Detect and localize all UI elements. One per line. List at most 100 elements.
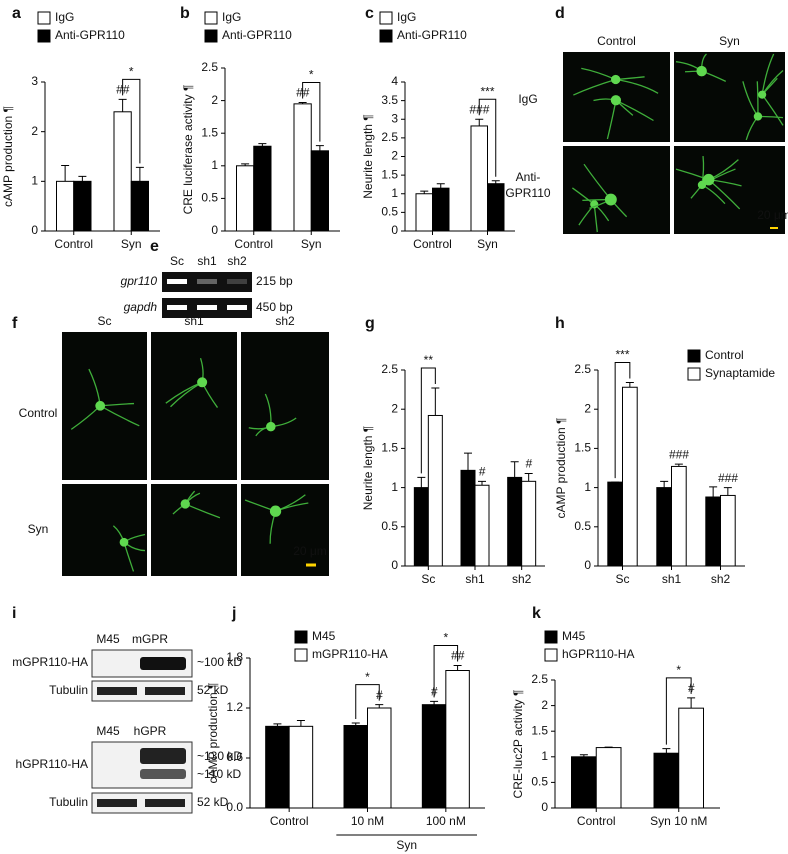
y-tick-label: 0.5 <box>201 191 218 205</box>
error-bar <box>375 704 384 708</box>
error-bar <box>315 145 324 151</box>
legend-label: Anti-GPR110 <box>397 28 467 42</box>
y-tick-label: 0 <box>584 558 591 572</box>
row-label: Anti- <box>516 170 541 184</box>
legend-label: Synaptamide <box>705 366 775 380</box>
error-bar <box>453 665 462 671</box>
micrograph <box>241 484 329 576</box>
panel-letter: a <box>12 5 21 22</box>
error-bar <box>78 175 87 182</box>
cell-body <box>696 65 707 77</box>
bar <box>678 707 704 809</box>
gel-band <box>197 305 217 310</box>
y-tick-label: 0 <box>541 800 548 814</box>
y-tick-label: 1.2 <box>226 700 243 714</box>
legend-swatch <box>544 648 558 662</box>
bar <box>595 747 622 809</box>
y-tick-label: 2 <box>541 698 548 712</box>
error-bar <box>420 190 429 194</box>
row-label: gapdh <box>124 300 158 314</box>
bar <box>445 670 470 809</box>
significance-bracket <box>665 677 692 745</box>
bar <box>293 103 312 232</box>
cell-body <box>119 537 129 547</box>
size-label: ~110 kD <box>197 767 241 781</box>
legend-label: IgG <box>222 10 241 24</box>
significance-mark: * <box>443 631 448 645</box>
bar <box>705 496 721 567</box>
bar <box>653 752 680 809</box>
blot-band <box>140 657 186 670</box>
error-bar <box>298 102 307 104</box>
neurite <box>756 81 759 117</box>
y-tick-label: 1.5 <box>531 723 548 737</box>
y-tick-label: 1 <box>541 749 548 763</box>
row-label: gpr110 <box>121 274 158 288</box>
blot <box>91 680 193 702</box>
error-bar <box>296 720 305 727</box>
error-bar <box>660 480 669 488</box>
lane-label: M45 <box>96 724 120 738</box>
y-tick-label: 3 <box>391 111 398 125</box>
cell-body <box>266 421 276 432</box>
bar <box>521 480 537 567</box>
error-bar <box>604 746 613 748</box>
error-bar <box>241 163 250 166</box>
y-axis-label: cAMP production ¶ <box>1 106 15 207</box>
bar <box>474 484 490 567</box>
cell-body <box>197 377 208 388</box>
micrograph <box>241 332 329 480</box>
bar <box>236 165 255 232</box>
bar <box>671 465 687 567</box>
error-bar <box>273 723 282 727</box>
x-tick-label: 100 nM <box>426 814 466 828</box>
y-axis-label: CRE-luc2P activity ¶ <box>511 690 525 799</box>
legend-swatch <box>379 11 393 25</box>
column-label: sh2 <box>275 314 295 328</box>
size-label: 450 bp <box>256 300 293 314</box>
x-tick-label: sh2 <box>711 572 731 586</box>
bar <box>427 414 443 567</box>
bar <box>343 725 368 809</box>
y-tick-label: 1 <box>391 480 398 494</box>
lane-label: mGPR <box>132 632 168 646</box>
scale-bar-label: 20 μm <box>757 208 788 222</box>
x-tick-label: Syn <box>301 237 322 251</box>
panel-letter: i <box>12 605 16 622</box>
error-bar <box>135 166 144 182</box>
legend-label: mGPR110-HA <box>312 647 388 661</box>
error-bar <box>524 472 533 482</box>
legend-swatch <box>204 11 218 25</box>
y-tick-label: 2 <box>391 401 398 415</box>
bar <box>73 180 92 232</box>
blot <box>91 792 193 814</box>
x-tick-label: Control <box>577 814 616 828</box>
x-tick-label: Control <box>234 237 273 251</box>
blot-band <box>145 687 185 695</box>
error-bar <box>510 461 519 478</box>
bar <box>622 386 638 567</box>
panel-letter: d <box>555 5 565 22</box>
legend-swatch <box>37 11 51 25</box>
legend-label: M45 <box>562 629 586 643</box>
significance-bracket <box>122 78 141 164</box>
y-tick-label: 1.5 <box>381 167 398 181</box>
size-label: 215 bp <box>256 274 293 288</box>
lane-label: sh1 <box>197 254 217 268</box>
y-tick-label: 1.5 <box>201 125 218 139</box>
lane-label: hGPR <box>134 724 167 738</box>
y-tick-label: 3.5 <box>381 93 398 107</box>
error-bar <box>625 382 634 388</box>
micrograph <box>62 484 147 576</box>
cell-body <box>610 95 622 106</box>
y-tick-label: 2.5 <box>381 362 398 376</box>
panel-letter: f <box>12 315 18 332</box>
cell-body <box>180 499 190 509</box>
gel-band <box>197 279 217 284</box>
panel-letter: h <box>555 315 565 332</box>
significance-mark: ### <box>669 447 689 461</box>
row-label: Control <box>19 406 58 420</box>
y-tick-label: 0.0 <box>226 800 243 814</box>
gel-band <box>227 305 247 310</box>
